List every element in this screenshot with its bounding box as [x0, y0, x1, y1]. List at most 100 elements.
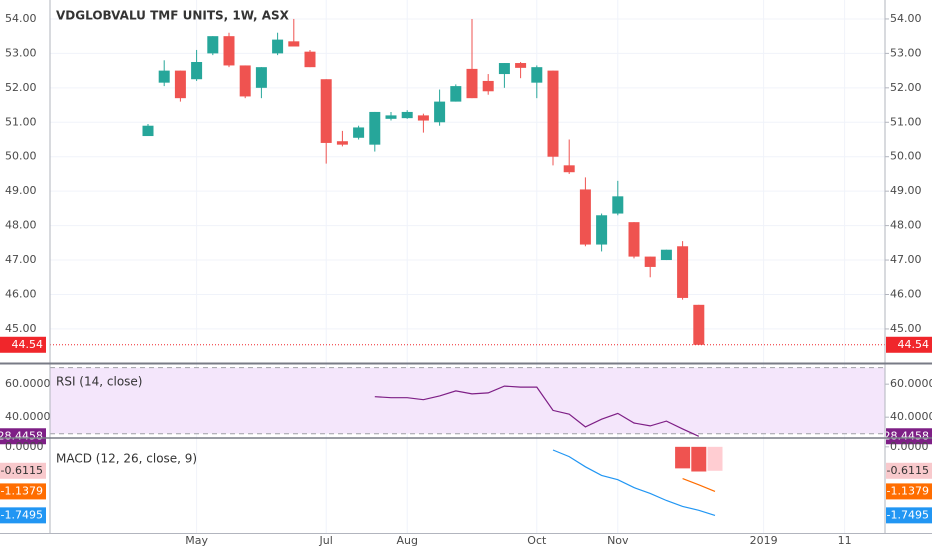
histogram-bar	[691, 446, 707, 472]
candle-body	[417, 115, 429, 121]
value-box	[0, 336, 46, 353]
y-tick-label: 50.00	[890, 150, 922, 163]
y-tick-label: 46.00	[5, 287, 37, 300]
y-tick-label: 0.0000	[5, 440, 44, 453]
y-tick-label: 52.00	[890, 81, 922, 94]
y-tick-label: 40.0000	[5, 410, 51, 423]
value-box-label: -1.1379	[887, 484, 929, 497]
candle-body	[547, 70, 559, 157]
x-tick-label: May	[185, 534, 208, 547]
rsi-band	[50, 367, 885, 434]
value-box	[886, 428, 932, 445]
candle-body	[596, 215, 608, 245]
y-tick-label: 53.00	[890, 46, 922, 59]
candle-body	[644, 256, 656, 267]
candle-body	[466, 68, 478, 99]
x-tick-label: Jul	[319, 534, 333, 547]
candle-body	[385, 115, 397, 119]
candle-body	[450, 86, 462, 102]
value-box	[886, 462, 932, 479]
value-box-label: -1.1379	[1, 484, 43, 497]
x-tick-label: 11	[838, 534, 852, 547]
y-tick-label: 52.00	[5, 81, 37, 94]
y-tick-label: 50.00	[5, 150, 37, 163]
candle-body	[272, 39, 284, 54]
y-tick-label: 51.00	[5, 115, 37, 128]
candle-body	[677, 246, 689, 298]
candle-body	[693, 304, 705, 345]
candle-body	[142, 125, 154, 137]
y-tick-label: 49.00	[890, 184, 922, 197]
y-tick-label: 51.00	[890, 115, 922, 128]
histogram-bar	[675, 446, 691, 469]
y-tick-label: 54.00	[5, 12, 37, 25]
value-box	[886, 483, 932, 500]
candle-body	[158, 70, 170, 83]
y-tick-label: 48.00	[5, 219, 37, 232]
candle-body	[191, 61, 203, 80]
value-box-label: 44.54	[898, 338, 930, 351]
candle-body	[369, 111, 381, 145]
y-tick-label: 47.00	[890, 253, 922, 266]
candle-body	[239, 65, 251, 97]
candle-body	[255, 67, 267, 88]
value-box-label: -1.7495	[1, 508, 43, 521]
value-box-label: 28.4458	[0, 429, 43, 442]
candle-body	[579, 189, 591, 245]
y-tick-label: 45.00	[890, 322, 922, 335]
candle-body	[207, 36, 219, 54]
indicator-line	[374, 385, 700, 437]
value-box-label: -1.7495	[887, 508, 929, 521]
candle-body	[304, 51, 316, 68]
chart-title: VDGLOBVALU TMF UNITS, 1W, ASX	[56, 9, 290, 23]
indicator-line	[552, 449, 716, 516]
value-box	[886, 507, 932, 524]
candle-body	[515, 63, 527, 68]
y-tick-label: 0.0000	[890, 440, 929, 453]
marks-layer	[142, 18, 723, 516]
y-tick-label: 53.00	[5, 46, 37, 59]
y-tick-label: 49.00	[5, 184, 37, 197]
y-tick-label: 60.0000	[5, 377, 51, 390]
candle-body	[660, 249, 672, 261]
candle-body	[531, 67, 543, 83]
candle-body	[628, 222, 640, 257]
y-tick-label: 46.00	[890, 287, 922, 300]
value-box-label: -0.6115	[1, 464, 43, 477]
y-tick-label: 48.00	[890, 219, 922, 232]
x-tick-label: Aug	[396, 534, 417, 547]
candle-body	[482, 80, 494, 92]
candle-body	[336, 141, 348, 145]
histogram-bar	[707, 446, 723, 471]
x-tick-label: Nov	[607, 534, 629, 547]
y-tick-label: 60.0000	[890, 377, 932, 390]
value-box	[0, 507, 46, 524]
value-box-label: -0.6115	[887, 464, 929, 477]
candle-body	[612, 196, 624, 214]
candle-body	[320, 79, 332, 143]
y-tick-label: 40.0000	[890, 410, 932, 423]
macd-title: MACD (12, 26, close, 9)	[56, 452, 197, 466]
value-box	[886, 336, 932, 353]
candle-body	[401, 111, 413, 119]
value-box-label: 44.54	[12, 338, 44, 351]
value-box	[0, 462, 46, 479]
candle-body	[174, 70, 186, 99]
candle-body	[288, 41, 300, 47]
rsi-title: RSI (14, close)	[56, 375, 142, 389]
candle-body	[434, 101, 446, 123]
y-tick-label: 45.00	[5, 322, 37, 335]
value-box	[0, 428, 46, 445]
candle-body	[353, 127, 365, 138]
value-box-label: 28.4458	[884, 429, 930, 442]
candle-body	[498, 63, 510, 75]
front-layer: 54.00 54.00 53.00 53.00 52.00 52.00 51.00 51.00…	[0, 12, 932, 547]
candle-body	[563, 165, 575, 173]
candle-body	[223, 36, 235, 66]
x-tick-label: 2019	[750, 534, 778, 547]
x-tick-label: Oct	[527, 534, 547, 547]
indicator-line	[682, 478, 716, 492]
value-box	[0, 483, 46, 500]
